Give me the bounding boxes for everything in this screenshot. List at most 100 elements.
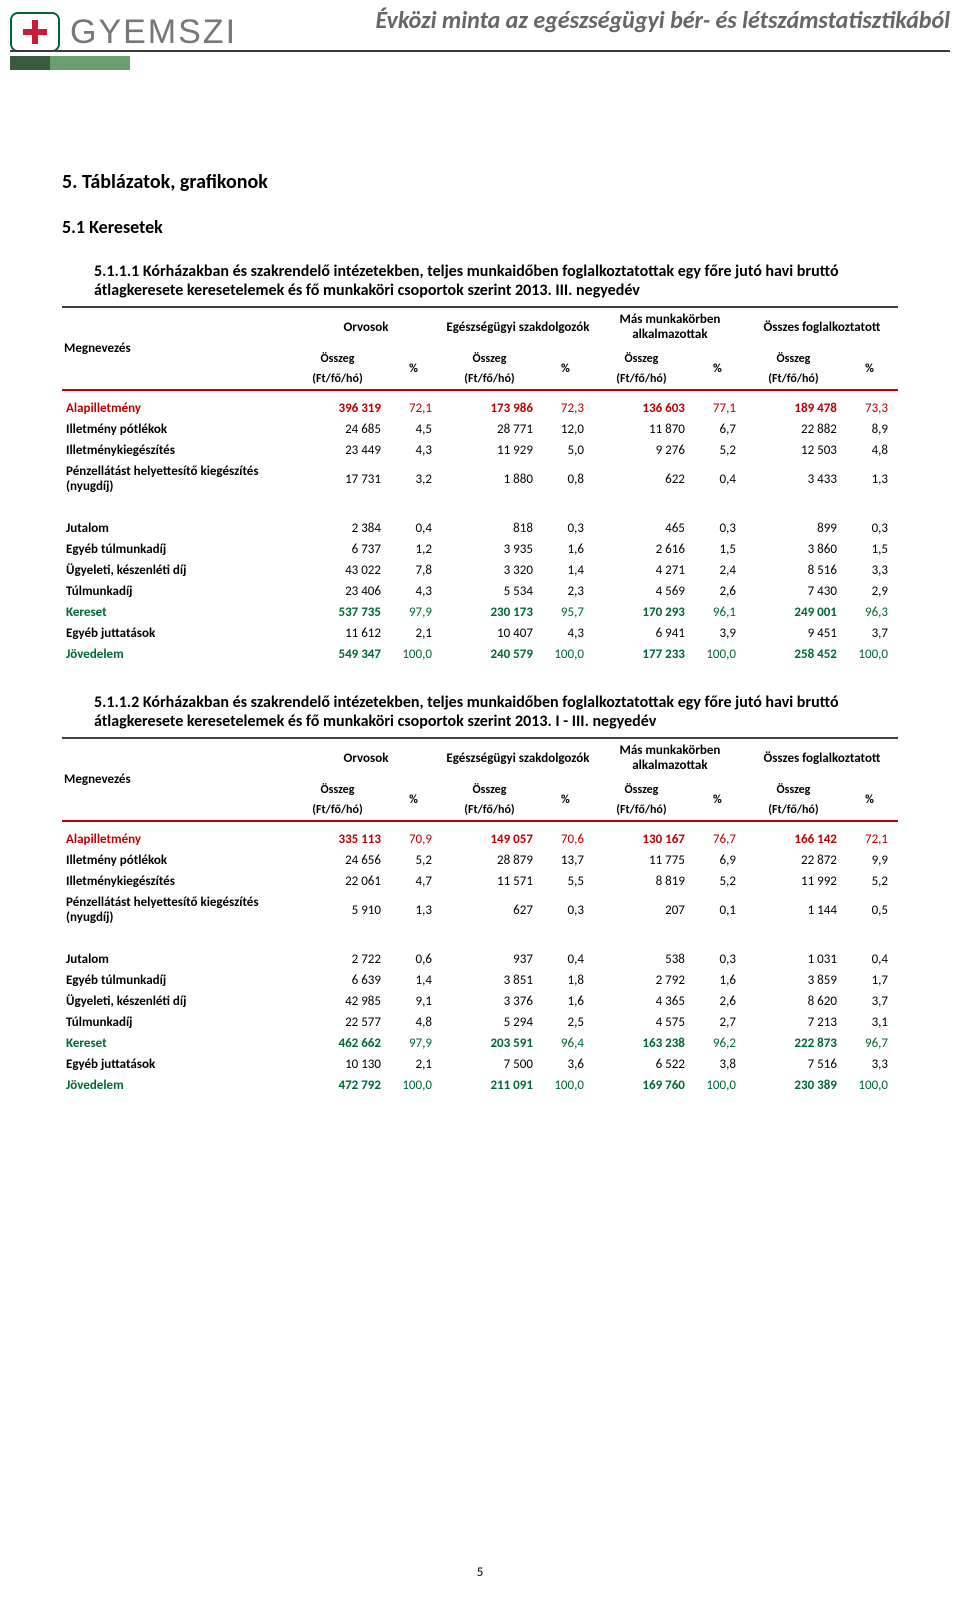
- cell-pct: 100,0: [841, 644, 898, 665]
- cell-value: 1 144: [746, 892, 841, 933]
- cell-value: 136 603: [594, 390, 689, 419]
- subheader-unit: (Ft/fő/hó): [290, 369, 385, 390]
- row-label: Illetmény pótlékok: [62, 419, 290, 440]
- cell-value: 23 406: [290, 581, 385, 602]
- cell-pct: 1,2: [385, 539, 442, 560]
- cell-pct: 3,2: [385, 461, 442, 502]
- cell-value: 627: [442, 892, 537, 933]
- cell-pct: 0,3: [537, 892, 594, 933]
- cell-value: 462 662: [290, 1033, 385, 1054]
- table-row: Kereset537 73597,9230 17395,7170 29396,1…: [62, 602, 898, 623]
- cell-value: 335 113: [290, 821, 385, 850]
- table-row: Egyéb juttatások10 1302,17 5003,66 5223,…: [62, 1054, 898, 1075]
- subheader-pct: %: [841, 777, 898, 821]
- row-label: Illetménykiegészítés: [62, 440, 290, 461]
- cell-pct: 0,8: [537, 461, 594, 502]
- subheader-unit: (Ft/fő/hó): [746, 369, 841, 390]
- subheader-unit: (Ft/fő/hó): [442, 800, 537, 821]
- cell-pct: 1,4: [385, 970, 442, 991]
- cell-value: 3 859: [746, 970, 841, 991]
- cell-pct: 1,6: [537, 991, 594, 1012]
- header-divider: [10, 50, 950, 52]
- cell-value: 3 433: [746, 461, 841, 502]
- cell-pct: 2,4: [689, 560, 746, 581]
- cell-pct: 3,6: [537, 1054, 594, 1075]
- column-header-osszes: Összes foglalkoztatott: [746, 307, 898, 346]
- cell-value: 465: [594, 518, 689, 539]
- cell-pct: 100,0: [537, 644, 594, 665]
- cell-value: 170 293: [594, 602, 689, 623]
- table-row: Túlmunkadíj22 5774,85 2942,54 5752,77 21…: [62, 1012, 898, 1033]
- cell-pct: 1,5: [689, 539, 746, 560]
- cell-pct: 2,1: [385, 1054, 442, 1075]
- cell-value: 42 985: [290, 991, 385, 1012]
- subheader-pct: %: [385, 346, 442, 390]
- cell-value: 7 516: [746, 1054, 841, 1075]
- cell-value: 24 685: [290, 419, 385, 440]
- column-header-osszes: Összes foglalkoztatott: [746, 738, 898, 777]
- cell-value: 222 873: [746, 1033, 841, 1054]
- cell-pct: 3,8: [689, 1054, 746, 1075]
- cell-pct: 1,6: [689, 970, 746, 991]
- column-header-orvosok: Orvosok: [290, 307, 442, 346]
- cell-pct: 5,0: [537, 440, 594, 461]
- cell-pct: 4,3: [537, 623, 594, 644]
- cell-pct: 76,7: [689, 821, 746, 850]
- cell-pct: 3,3: [841, 560, 898, 581]
- table-row: Jövedelem549 347100,0240 579100,0177 233…: [62, 644, 898, 665]
- subheader-pct: %: [841, 346, 898, 390]
- page-header: GYEMSZI Évközi minta az egészségügyi bér…: [0, 0, 960, 80]
- column-header-mas: Más munkakörben alkalmazottak: [594, 738, 746, 777]
- cell-value: 5 910: [290, 892, 385, 933]
- logo-text: GYEMSZI: [70, 13, 237, 52]
- row-label: Túlmunkadíj: [62, 1012, 290, 1033]
- column-header-szakdolgozok: Egészségügyi szakdolgozók: [442, 738, 594, 777]
- cell-pct: 97,9: [385, 1033, 442, 1054]
- cell-pct: 0,4: [841, 949, 898, 970]
- column-header-name: Megnevezés: [62, 307, 290, 390]
- cell-value: 22 872: [746, 850, 841, 871]
- cell-value: 28 879: [442, 850, 537, 871]
- column-header-name: Megnevezés: [62, 738, 290, 821]
- cell-value: 22 882: [746, 419, 841, 440]
- cell-pct: 100,0: [689, 1075, 746, 1096]
- cell-pct: 96,7: [841, 1033, 898, 1054]
- cell-pct: 4,3: [385, 581, 442, 602]
- cell-value: 7 500: [442, 1054, 537, 1075]
- subheader-osszeg: Összeg: [442, 777, 537, 800]
- cell-pct: 1,7: [841, 970, 898, 991]
- cell-pct: 7,8: [385, 560, 442, 581]
- table-row: Egyéb túlmunkadíj6 7371,23 9351,62 6161,…: [62, 539, 898, 560]
- cell-pct: 0,1: [689, 892, 746, 933]
- cell-value: 2 722: [290, 949, 385, 970]
- cell-value: 149 057: [442, 821, 537, 850]
- cell-value: 211 091: [442, 1075, 537, 1096]
- cell-pct: 0,4: [537, 949, 594, 970]
- cell-value: 240 579: [442, 644, 537, 665]
- cell-pct: 0,3: [689, 518, 746, 539]
- cell-pct: 3,3: [841, 1054, 898, 1075]
- cell-pct: 95,7: [537, 602, 594, 623]
- page-number: 5: [0, 1565, 960, 1580]
- cell-value: 396 319: [290, 390, 385, 419]
- cell-value: 11 612: [290, 623, 385, 644]
- cell-pct: 97,9: [385, 602, 442, 623]
- cell-value: 130 167: [594, 821, 689, 850]
- cell-pct: 8,9: [841, 419, 898, 440]
- row-label: Pénzellátást helyettesítő kiegészítés (n…: [62, 461, 290, 502]
- row-label: Jövedelem: [62, 644, 290, 665]
- cell-value: 203 591: [442, 1033, 537, 1054]
- column-header-szakdolgozok: Egészségügyi szakdolgozók: [442, 307, 594, 346]
- row-label: Jövedelem: [62, 1075, 290, 1096]
- cell-pct: 4,3: [385, 440, 442, 461]
- cell-pct: 3,7: [841, 623, 898, 644]
- cell-value: 11 929: [442, 440, 537, 461]
- cell-value: 23 449: [290, 440, 385, 461]
- cell-value: 4 575: [594, 1012, 689, 1033]
- cell-pct: 2,3: [537, 581, 594, 602]
- subheader-osszeg: Összeg: [746, 346, 841, 369]
- subheader-unit: (Ft/fő/hó): [594, 800, 689, 821]
- table-row: Alapilletmény335 11370,9149 05770,6130 1…: [62, 821, 898, 850]
- cell-value: 2 384: [290, 518, 385, 539]
- subheader-unit: (Ft/fő/hó): [594, 369, 689, 390]
